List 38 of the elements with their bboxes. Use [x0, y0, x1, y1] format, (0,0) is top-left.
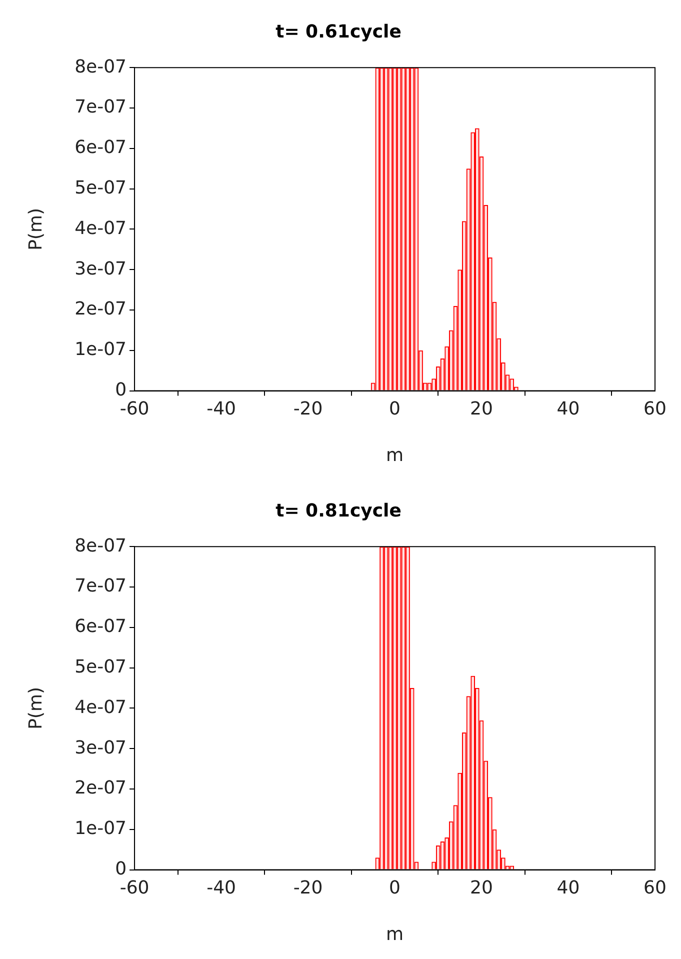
y-tick-label: 4e-07 — [74, 218, 127, 239]
y-tick-label: 0 — [115, 379, 127, 400]
chart-title: t= 0.61cycle — [276, 21, 402, 42]
x-tick-label: -20 — [293, 877, 323, 898]
x-tick-label: -60 — [120, 398, 150, 420]
y-tick-label: 2e-07 — [74, 298, 127, 320]
y-tick-label: 1e-07 — [74, 818, 127, 840]
y-tick-label: 8e-07 — [74, 535, 127, 556]
x-axis-title: m — [386, 924, 404, 945]
x-tick-label: 40 — [556, 877, 580, 898]
x-tick-label: 20 — [470, 877, 493, 898]
x-tick-label: 60 — [644, 877, 666, 898]
x-tick-label: -40 — [206, 877, 236, 898]
x-tick-label: 40 — [556, 398, 580, 420]
y-axis-title: P(m) — [25, 208, 46, 250]
y-tick-label: 2e-07 — [74, 778, 127, 799]
x-tick-label: 0 — [389, 398, 400, 420]
y-tick-label: 1e-07 — [74, 339, 127, 360]
x-tick-label: 0 — [389, 877, 400, 898]
y-tick-label: 8e-07 — [74, 56, 127, 78]
y-tick-label: 5e-07 — [74, 656, 127, 678]
y-tick-label: 6e-07 — [74, 137, 127, 158]
y-tick-label: 3e-07 — [74, 258, 127, 280]
y-tick-label: 7e-07 — [74, 96, 127, 118]
y-tick-label: 0 — [115, 858, 127, 880]
y-tick-label: 3e-07 — [74, 737, 127, 758]
y-tick-label: 7e-07 — [74, 576, 127, 597]
x-tick-label: 60 — [644, 398, 666, 420]
y-tick-label: 6e-07 — [74, 616, 127, 638]
x-tick-label: -60 — [120, 877, 150, 898]
x-tick-label: 20 — [470, 398, 493, 420]
y-axis-title: P(m) — [25, 686, 46, 730]
x-tick-label: -20 — [293, 398, 323, 420]
x-tick-label: -40 — [206, 398, 236, 420]
y-tick-label: 5e-07 — [74, 177, 127, 198]
y-tick-label: 4e-07 — [74, 696, 127, 718]
x-axis-title: m — [386, 444, 404, 466]
chart-title: t= 0.81cycle — [276, 500, 402, 522]
